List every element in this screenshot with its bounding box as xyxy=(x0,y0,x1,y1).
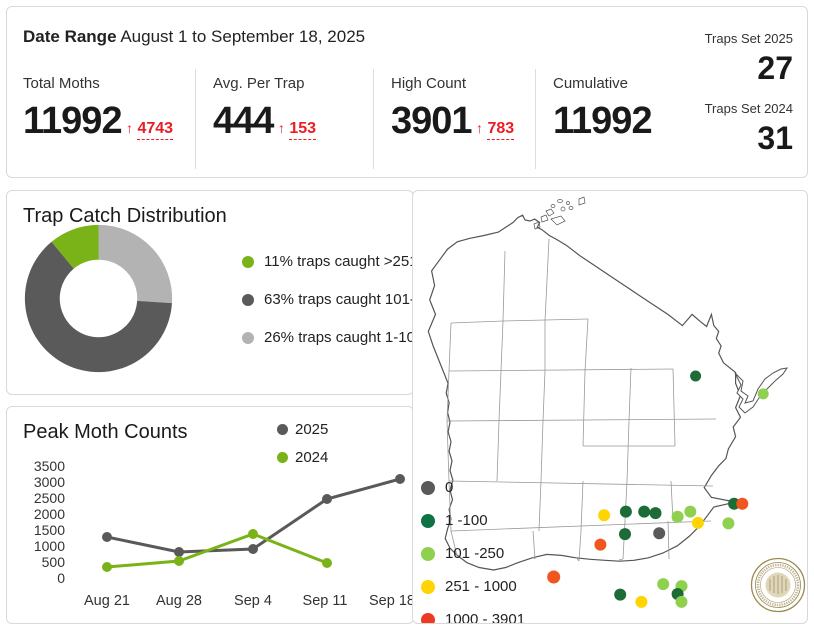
svg-text:1000: 1000 xyxy=(34,538,65,554)
svg-text:2500: 2500 xyxy=(34,490,65,506)
svg-text:Sep 11: Sep 11 xyxy=(303,593,348,609)
svg-text:500: 500 xyxy=(42,554,66,570)
svg-text:0: 0 xyxy=(57,570,65,586)
svg-text:Aug 28: Aug 28 xyxy=(156,593,202,609)
svg-text:Sep 4: Sep 4 xyxy=(234,593,272,609)
svg-text:2000: 2000 xyxy=(34,506,65,522)
svg-text:Aug 21: Aug 21 xyxy=(84,593,130,609)
svg-text:Sep 18: Sep 18 xyxy=(369,593,415,609)
svg-text:1500: 1500 xyxy=(34,522,65,538)
svg-text:3000: 3000 xyxy=(34,474,65,490)
svg-text:3500: 3500 xyxy=(34,458,65,474)
